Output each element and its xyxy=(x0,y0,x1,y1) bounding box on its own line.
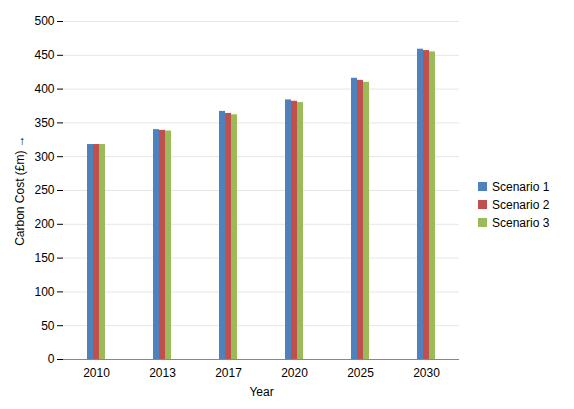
svg-text:450: 450 xyxy=(34,48,54,62)
svg-text:2017: 2017 xyxy=(215,366,242,380)
svg-text:2020: 2020 xyxy=(281,366,308,380)
svg-text:2010: 2010 xyxy=(83,366,110,380)
svg-text:200: 200 xyxy=(34,217,54,231)
html-text:Scenario 1: Scenario 1 xyxy=(492,179,550,194)
svg-text:2025: 2025 xyxy=(347,366,374,380)
svg-text:500: 500 xyxy=(34,14,54,28)
svg-text:400: 400 xyxy=(34,81,54,95)
svg-text:250: 250 xyxy=(34,183,54,197)
svg-text:Carbon Cost (£m) →: Carbon Cost (£m) → xyxy=(13,135,27,246)
svg-text:2030: 2030 xyxy=(413,366,440,380)
svg-text:100: 100 xyxy=(34,284,54,298)
html-text:Scenario 2: Scenario 2 xyxy=(492,197,550,212)
svg-text:300: 300 xyxy=(34,149,54,163)
svg-text:50: 50 xyxy=(41,318,55,332)
svg-text:0: 0 xyxy=(48,352,55,366)
svg-text:2013: 2013 xyxy=(149,366,176,380)
svg-text:350: 350 xyxy=(34,115,54,129)
html-text:Scenario 3: Scenario 3 xyxy=(492,215,550,230)
svg-text:150: 150 xyxy=(34,250,54,264)
svg-text:Year: Year xyxy=(249,384,273,398)
